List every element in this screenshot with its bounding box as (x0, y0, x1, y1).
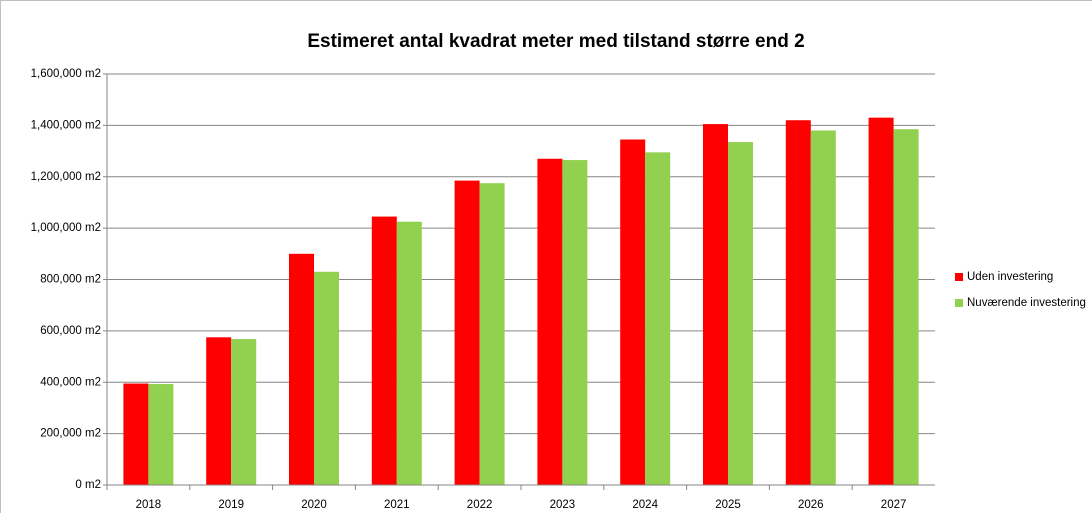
y-tick-label: 400,000 m2 (40, 376, 101, 388)
bar (289, 253, 314, 485)
chart-title: Estimeret antal kvadrat meter med tilsta… (307, 31, 804, 52)
y-tick-label: 1,000,000 m2 (31, 222, 101, 234)
x-tick-label: 2020 (301, 499, 327, 511)
bar (396, 221, 422, 485)
y-tick-label: 0 m2 (75, 479, 101, 491)
x-tick-label: 2025 (715, 499, 741, 511)
x-tick-label: 2027 (881, 499, 907, 511)
bar (703, 124, 728, 485)
y-tick-label: 600,000 m2 (40, 325, 101, 337)
legend-swatch (955, 273, 963, 281)
x-tick-label: 2019 (218, 499, 244, 511)
x-tick-label: 2018 (136, 499, 162, 511)
legend-label: Uden investering (967, 271, 1053, 283)
bar (314, 271, 339, 485)
bar (206, 337, 232, 485)
bar (893, 129, 919, 485)
bar (810, 130, 836, 485)
bar (728, 142, 753, 485)
bar (454, 180, 480, 485)
legend-label: Nuværende investering (967, 297, 1086, 309)
y-tick-label: 200,000 m2 (40, 428, 101, 440)
bar (371, 216, 397, 486)
x-tick-label: 2024 (632, 499, 658, 511)
legend-swatch (955, 299, 963, 307)
bar (645, 152, 671, 486)
x-tick-label: 2023 (550, 499, 576, 511)
bar (562, 160, 588, 485)
bar (123, 383, 149, 485)
y-tick-label: 800,000 m2 (40, 274, 101, 286)
y-tick-label: 1,600,000 m2 (31, 68, 101, 80)
bar (868, 117, 894, 485)
bar (148, 384, 174, 485)
bar (785, 120, 811, 486)
x-tick-label: 2021 (384, 499, 410, 511)
y-tick-label: 1,400,000 m2 (31, 119, 101, 131)
bar (537, 158, 563, 486)
x-tick-label: 2026 (798, 499, 824, 511)
y-tick-label: 1,200,000 m2 (31, 171, 101, 183)
x-tick-label: 2022 (467, 499, 493, 511)
bar (479, 183, 505, 485)
bar (231, 339, 257, 485)
bar (620, 139, 646, 486)
